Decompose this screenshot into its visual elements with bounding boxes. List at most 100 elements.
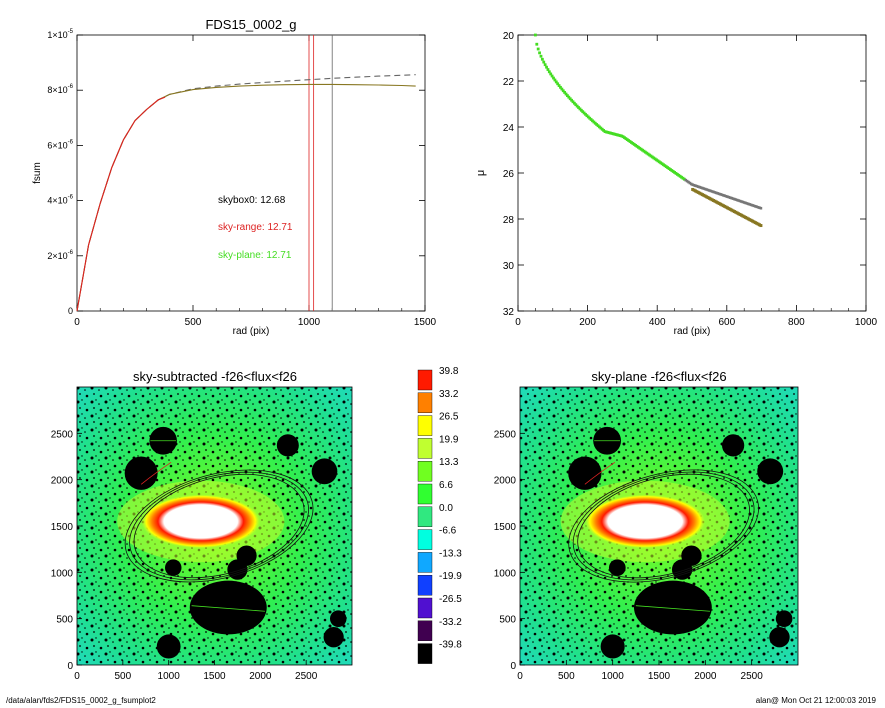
y-tick-mantissa: 4×10 xyxy=(47,196,67,206)
mask-region xyxy=(156,634,181,659)
x-tick-label: 0 xyxy=(74,317,80,328)
sky-plane-point xyxy=(709,189,713,193)
fsum-x-axis-label: rad (pix) xyxy=(233,326,270,337)
sky-plane-point xyxy=(703,187,707,191)
profile-point xyxy=(564,92,568,96)
profile-point xyxy=(540,57,544,61)
colorbar-swatch xyxy=(417,483,433,505)
sky-plane-point xyxy=(723,194,727,198)
y-tick-label: 1×10-5 xyxy=(47,29,73,40)
colorbar-label: -6.6 xyxy=(439,526,457,537)
sky-plane-point xyxy=(712,190,715,194)
sky-plane-point xyxy=(691,183,694,187)
sky-plane-point xyxy=(705,188,708,191)
colorbar-swatch xyxy=(417,438,433,459)
sky-plane-point xyxy=(733,197,736,201)
x-tick-label: 1000 xyxy=(298,317,321,328)
profile-point xyxy=(566,94,569,98)
y-tick-mantissa: 0 xyxy=(68,306,73,316)
sky-plane-point xyxy=(752,204,756,208)
skybox0-annotation: skybox0: 12.68 xyxy=(218,195,286,206)
profile-point xyxy=(571,100,575,104)
sky-plane-point xyxy=(749,203,753,207)
sky-plane-point xyxy=(722,193,725,197)
sky-plane-point xyxy=(737,199,740,202)
sky-plane-point xyxy=(727,195,731,199)
colorbar-swatch xyxy=(417,597,433,619)
sky-plane-point xyxy=(755,205,759,209)
y-tick-label: 1000 xyxy=(51,568,74,579)
sky-plane-point xyxy=(719,193,722,196)
y-tick-label: 28 xyxy=(503,215,515,226)
mask-region xyxy=(330,610,347,628)
y-tick-label: 1500 xyxy=(51,522,74,533)
sky-plane-point xyxy=(715,191,718,195)
sky-plane-point xyxy=(720,193,724,197)
sky-plane-point xyxy=(726,195,729,199)
colorbar-swatch xyxy=(417,415,433,436)
mask-region xyxy=(633,580,712,635)
sky-plane-title: sky-plane -f26<flux<f26 xyxy=(591,369,726,384)
colorbar-label: 26.5 xyxy=(439,412,459,423)
galaxy-core xyxy=(585,494,706,549)
mu-x-tick-labels: 0 200 400 600 800 1000 xyxy=(515,317,877,328)
sky-plane-point xyxy=(758,206,761,210)
profile-point xyxy=(556,82,560,86)
x-tick-label: 2000 xyxy=(694,671,717,682)
fsum-ticks xyxy=(76,34,426,312)
sky-plane-point xyxy=(716,192,720,195)
profile-point xyxy=(535,42,539,46)
y-tick-mantissa: 8×10 xyxy=(47,85,67,95)
mask-region xyxy=(189,580,267,635)
mu-y-tick-labels: 20 22 24 26 28 30 32 xyxy=(503,31,515,318)
ring-arc-red xyxy=(140,461,172,485)
profile-point xyxy=(546,68,550,71)
colorbar-swatch xyxy=(417,643,433,664)
colorbar-swatch xyxy=(417,369,433,391)
fsum-plot-frame xyxy=(76,34,426,312)
colorbar-swatch xyxy=(417,461,433,482)
profile-point xyxy=(552,76,555,80)
y-tick-exponent: -6 xyxy=(68,84,74,90)
colorbar-swatch xyxy=(417,529,433,550)
sky-plane-point xyxy=(701,186,704,190)
sky-plane-point xyxy=(717,192,721,196)
y-tick-label: 0 xyxy=(510,661,516,672)
fsum-chart-title: FDS15_0002_g xyxy=(205,17,296,32)
x-tick-label: 500 xyxy=(558,671,575,682)
x-tick-label: 200 xyxy=(579,317,596,328)
profile-point xyxy=(536,47,540,51)
profile-point xyxy=(539,54,543,58)
x-tick-label: 400 xyxy=(649,317,666,328)
y-tick-label: 8×10-6 xyxy=(47,84,73,95)
colorbar: 39.8 33.2 26.5 19.9 13.3 6.6 0.0 -6.6 -13.3 -19.9… xyxy=(417,366,462,664)
mu-ticks xyxy=(517,34,867,312)
profile-point xyxy=(534,33,537,37)
colorbar-swatch xyxy=(417,620,433,641)
profile-point xyxy=(568,97,572,101)
fsum-y-tick-labels: 02×10-64×10-66×10-68×10-61×10-5 xyxy=(47,29,73,316)
sky-annulus-ring xyxy=(572,471,755,581)
sky-plane-point xyxy=(690,182,693,186)
sky-plane-point xyxy=(741,200,745,204)
sky-subtracted-image-panel: sky-subtracted -f26<flux<f26 0 500 1000 150… xyxy=(51,369,353,682)
sky-plane-point xyxy=(738,199,742,203)
galaxy-core xyxy=(141,494,261,549)
sky-range-annotation: sky-range: 12.71 xyxy=(218,222,293,233)
sky-plane-point xyxy=(724,194,728,198)
sky-plane-point xyxy=(735,198,739,202)
sky-plane-point xyxy=(706,188,710,192)
profile-point xyxy=(554,80,558,84)
sky-plane-point xyxy=(745,202,749,205)
mask-region xyxy=(165,559,182,577)
x-tick-label: 1500 xyxy=(203,671,226,682)
x-tick-label: 1500 xyxy=(648,671,671,682)
fsum-series-line xyxy=(76,96,166,312)
sky-annulus-ring xyxy=(133,473,305,579)
colorbar-label: -26.5 xyxy=(439,594,462,605)
sky-annulus-ring xyxy=(577,473,750,579)
y-tick-label: 20 xyxy=(503,31,515,42)
profile-point xyxy=(557,84,561,87)
sky-plane-point xyxy=(744,201,747,205)
